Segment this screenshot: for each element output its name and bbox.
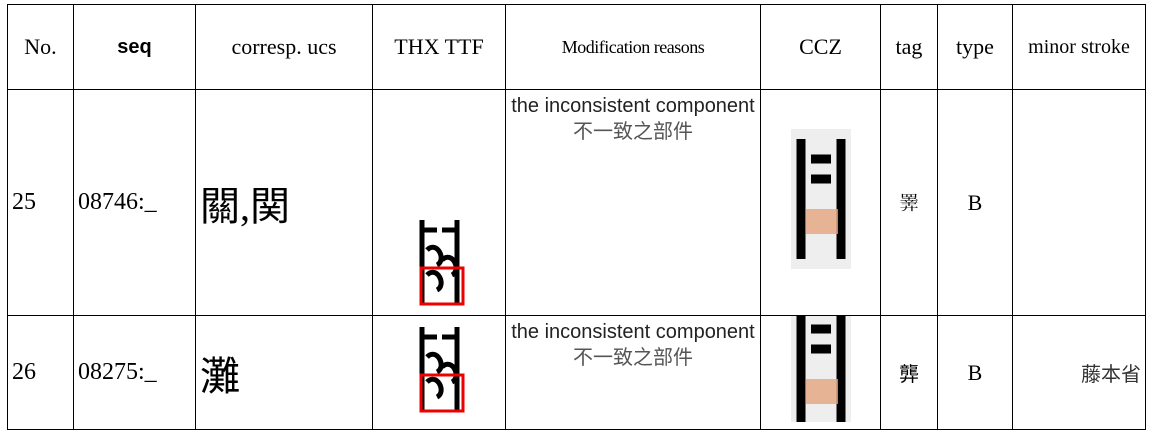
thx-glyph <box>419 220 464 306</box>
header-row: No. seq corresp. ucs THX TTF Modification re… <box>7 4 1146 90</box>
row-number: 26 <box>7 315 74 430</box>
ccz-image <box>760 89 881 316</box>
seq-code: 08275:_ <box>73 315 196 430</box>
type: B <box>937 89 1013 316</box>
reason: the inconsistent component 不一致之部件 <box>505 315 761 430</box>
reason-zh: 不一致之部件 <box>573 119 693 143</box>
ccz-glyph <box>791 129 851 269</box>
column-header: THX TTF <box>372 4 506 90</box>
column-header: type <box>937 4 1013 90</box>
seq-code: 08746:_ <box>73 89 196 316</box>
column-header: Modification reasons <box>505 4 761 90</box>
reason-zh: 不一致之部件 <box>573 345 693 369</box>
reason: the inconsistent component 不一致之部件 <box>505 89 761 316</box>
thx-glyph <box>419 327 464 413</box>
tag: 龏 <box>880 315 938 430</box>
ccz-image <box>760 315 881 430</box>
table-body: 25 08746:_ 關,関 the inconsistent component 不一… <box>7 89 1146 430</box>
thx-image <box>372 89 506 316</box>
thx-image <box>372 315 506 430</box>
column-header: CCZ <box>760 4 881 90</box>
reason-en: the inconsistent component <box>511 321 755 343</box>
minor-stroke: 藤本省 <box>1012 315 1146 430</box>
glyph-table: No. seq corresp. ucs THX TTF Modification re… <box>7 4 1146 430</box>
type: B <box>937 315 1013 430</box>
reason-en: the inconsistent component <box>511 95 755 117</box>
column-header: No. <box>7 4 74 90</box>
minor-stroke <box>1012 89 1146 316</box>
tag: 𢍰 <box>880 89 938 316</box>
row-number: 25 <box>7 89 74 316</box>
table-row: 25 08746:_ 關,関 the inconsistent component 不一… <box>7 89 1146 316</box>
table-row: 26 08275:_ 灘 the inconsistent component 不一致之… <box>7 315 1146 430</box>
ucs-chars: 灘 <box>195 315 373 430</box>
column-header: seq <box>73 4 196 90</box>
column-header: tag <box>880 4 938 90</box>
column-header: corresp. ucs <box>195 4 373 90</box>
column-header: minor stroke <box>1012 4 1146 90</box>
ucs-chars: 關,関 <box>195 89 373 316</box>
ccz-glyph <box>791 316 851 429</box>
